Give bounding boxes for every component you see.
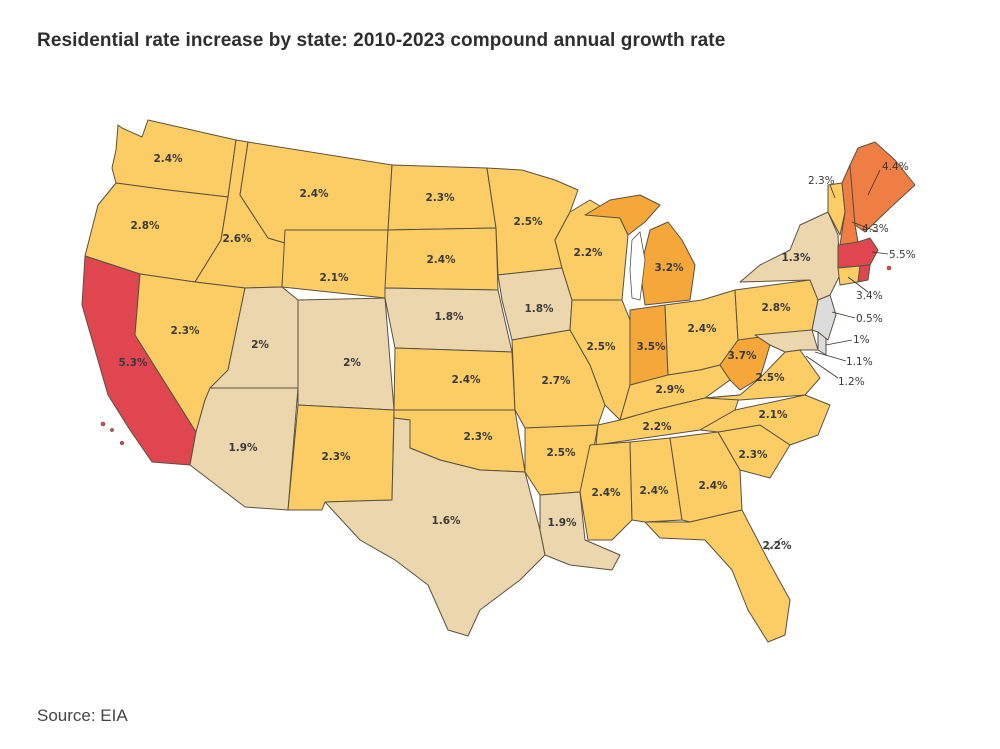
label-OH: 2.4% <box>687 323 717 335</box>
leader-line <box>847 276 869 293</box>
label-MI: 3.2% <box>654 262 684 274</box>
label-NE: 1.8% <box>434 311 464 323</box>
label-SC: 2.3% <box>738 449 768 461</box>
source-note: Source: EIA <box>37 706 128 725</box>
label-WY: 2.1% <box>319 272 349 284</box>
label-NJ: 0.5% <box>856 313 883 325</box>
label-CO: 2% <box>343 357 361 369</box>
leader-line <box>851 221 879 233</box>
state-CT[interactable] <box>837 265 861 286</box>
label-WA: 2.4% <box>153 153 183 165</box>
label-MO: 2.7% <box>541 375 571 387</box>
label-KY: 2.9% <box>655 384 685 396</box>
label-CT: 3.4% <box>856 290 883 302</box>
label-ID: 2.6% <box>222 233 252 245</box>
label-AL: 2.4% <box>639 485 669 497</box>
label-MS: 2.4% <box>591 487 621 499</box>
label-FL: 2.2% <box>762 540 792 552</box>
leader-line <box>829 184 836 199</box>
label-PA: 2.8% <box>761 302 791 314</box>
leader-line <box>825 339 853 346</box>
state-NY[interactable] <box>739 211 841 301</box>
label-VA: 2.5% <box>755 372 785 384</box>
label-NH: 4.3% <box>862 223 889 235</box>
island-icon <box>110 428 114 432</box>
label-ND: 2.3% <box>425 192 455 204</box>
label-ME: 4.4% <box>882 161 909 173</box>
label-WI: 2.2% <box>573 247 603 259</box>
label-OR: 2.8% <box>130 220 160 232</box>
label-IN: 3.5% <box>636 341 666 353</box>
state-VT[interactable] <box>827 182 846 236</box>
label-MN: 2.5% <box>513 216 543 228</box>
island-icon <box>886 265 892 271</box>
label-MT: 2.4% <box>299 188 329 200</box>
state-TX[interactable] <box>324 417 546 637</box>
leader-line <box>805 355 839 379</box>
leader-line <box>871 251 889 255</box>
state-AZ[interactable] <box>189 387 299 511</box>
label-CA: 5.3% <box>118 357 148 369</box>
label-IL: 2.5% <box>586 341 616 353</box>
label-NM: 2.3% <box>321 451 351 463</box>
label-TN: 2.2% <box>642 421 672 433</box>
label-DE: 1% <box>853 334 870 346</box>
label-VT: 2.3% <box>808 175 835 187</box>
chart-title: Residential rate increase by state: 2010… <box>37 30 726 51</box>
label-UT: 2% <box>251 339 269 351</box>
island-icon <box>100 421 106 427</box>
state-CO[interactable] <box>297 297 395 411</box>
label-IA: 1.8% <box>524 303 554 315</box>
label-NY: 1.3% <box>781 252 811 264</box>
label-MA: 5.5% <box>889 249 916 261</box>
label-NV: 2.3% <box>170 325 200 337</box>
leader-line <box>814 351 847 362</box>
state-ME[interactable] <box>849 141 916 233</box>
label-LA: 1.9% <box>547 517 577 529</box>
label-OK: 2.3% <box>463 431 493 443</box>
state-NC[interactable] <box>699 394 831 446</box>
leader-line <box>831 311 856 319</box>
lake-michigan-outline <box>629 231 646 301</box>
label-MD: 1.1% <box>846 356 873 368</box>
label-NC: 2.1% <box>758 409 788 421</box>
state-WY[interactable] <box>281 229 389 299</box>
label-DC: 1.2% <box>838 376 865 388</box>
label-WV: 3.7% <box>727 350 757 362</box>
label-AR: 2.5% <box>546 447 576 459</box>
label-TX: 1.6% <box>431 515 461 527</box>
state-RI[interactable] <box>857 264 871 283</box>
leader-line <box>767 537 783 551</box>
state-MI-upper[interactable] <box>584 194 661 236</box>
state-LA[interactable] <box>539 491 621 571</box>
island-icon <box>119 440 125 446</box>
label-AZ: 1.9% <box>228 442 258 454</box>
label-KS: 2.4% <box>451 374 481 386</box>
leader-line <box>867 169 881 196</box>
state-AL[interactable] <box>629 437 683 523</box>
label-SD: 2.4% <box>426 254 456 266</box>
label-GA: 2.4% <box>698 480 728 492</box>
state-FL[interactable] <box>644 509 791 643</box>
